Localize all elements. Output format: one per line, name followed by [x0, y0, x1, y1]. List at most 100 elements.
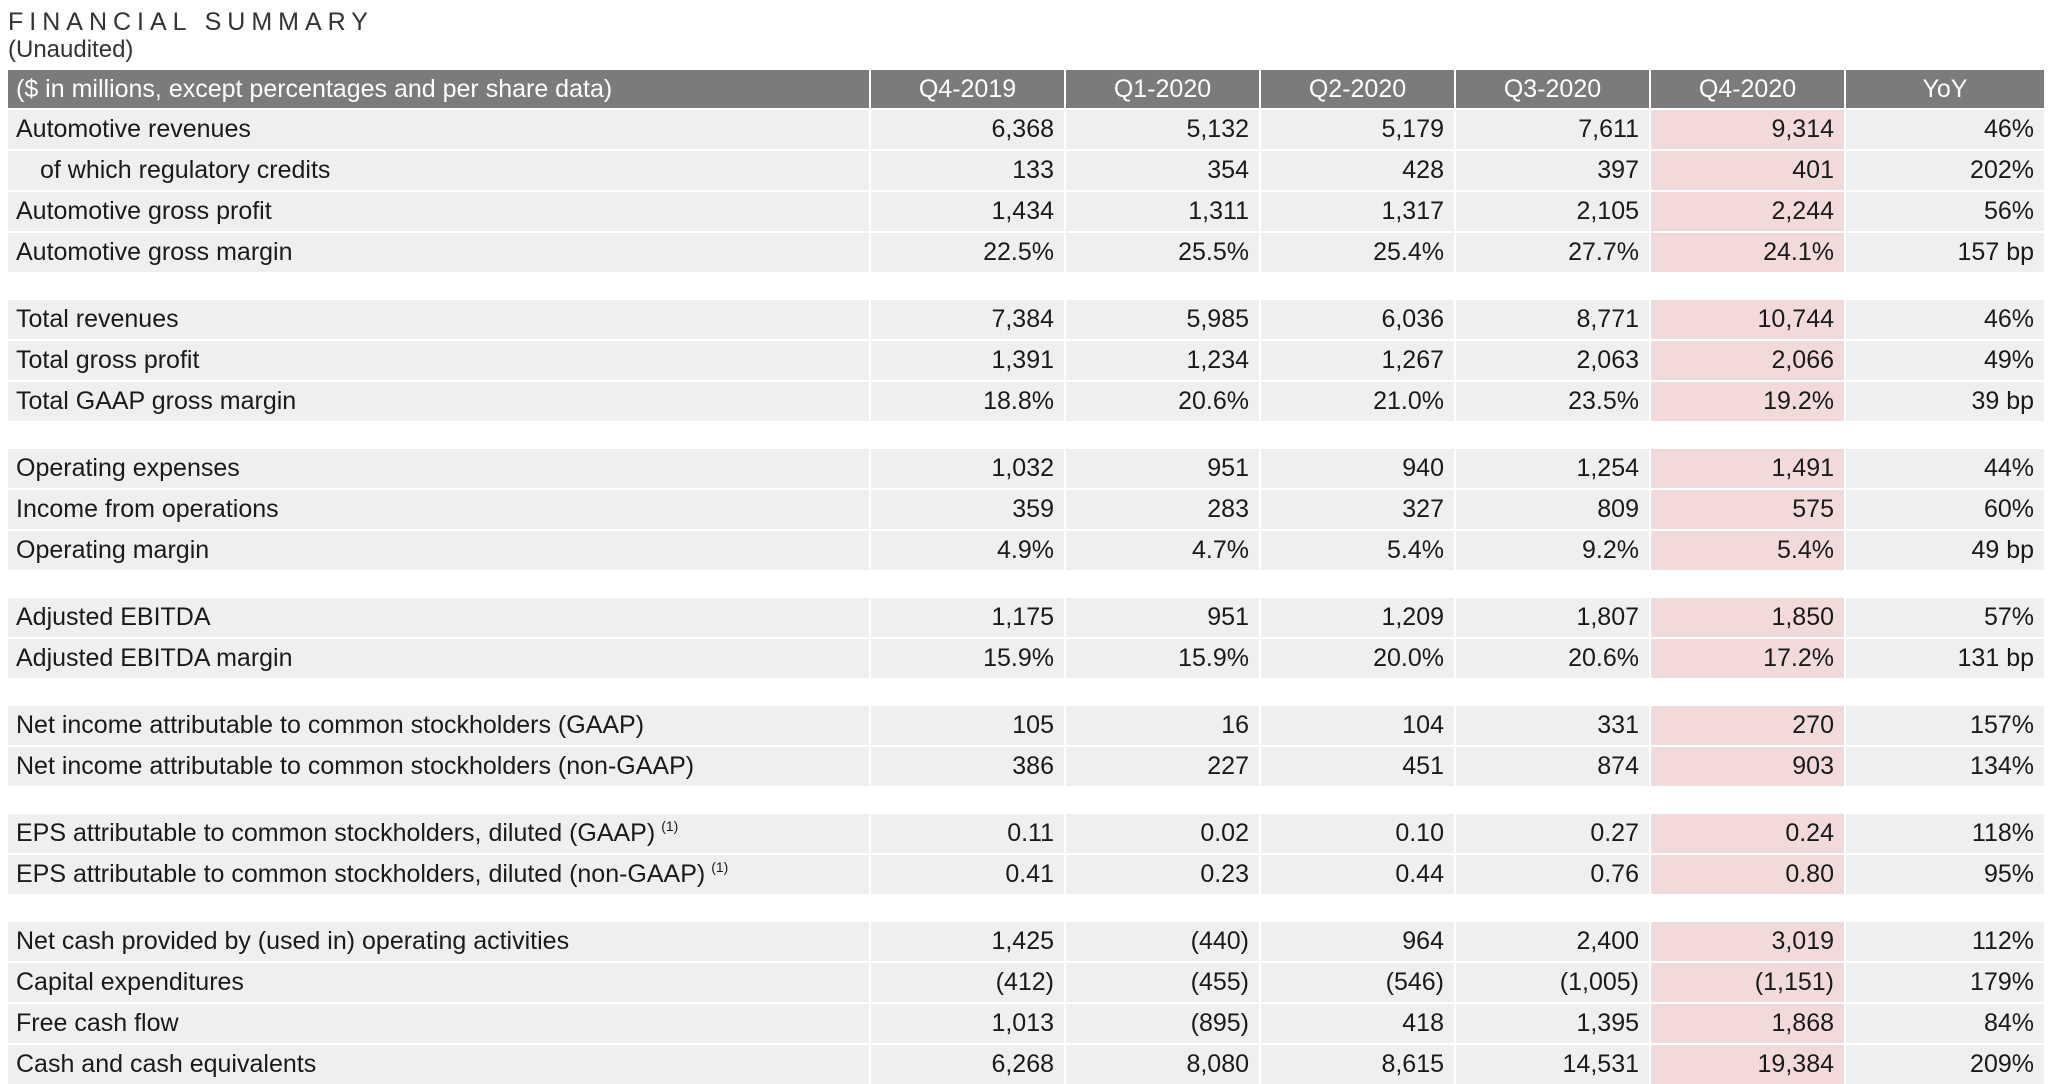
header-q1-2020: Q1-2020	[1066, 70, 1261, 108]
cell-q3-2020: 1,254	[1456, 449, 1651, 488]
cell-q3-2020: 7,611	[1456, 110, 1651, 149]
cell-q3-2020: 809	[1456, 490, 1651, 529]
cell-q4-2019: 359	[871, 490, 1066, 529]
cell-q1-2020: 0.23	[1066, 855, 1261, 894]
cell-q3-2020: 23.5%	[1456, 382, 1651, 421]
cell-yoy: 57%	[1983, 603, 2034, 631]
table-row: Cash and cash equivalents 6,268 8,080 8,…	[8, 1043, 2044, 1084]
cell-q2-2020: 104	[1261, 706, 1456, 745]
table-row: Operating expenses 1,032 951 940 1,254 1…	[8, 447, 2044, 488]
cell-q4-2019: 18.8%	[871, 382, 1066, 421]
table-row: Automotive gross profit 1,434 1,311 1,31…	[8, 190, 2044, 231]
cell-yoy: 112%	[1971, 927, 2034, 955]
cell-q1-2020: (895)	[1066, 1004, 1261, 1043]
cell-q2-2020: 0.10	[1261, 814, 1456, 853]
cell-q1-2020: 0.02	[1066, 814, 1261, 853]
header-q4-2020: Q4-2020	[1651, 70, 1846, 108]
table-row: Adjusted EBITDA margin 15.9% 15.9% 20.0%…	[8, 637, 2044, 678]
cell-q4-2019: 386	[871, 747, 1066, 786]
cell-q2-2020: 327	[1261, 490, 1456, 529]
cell-q4-2020: 903	[1651, 747, 1846, 786]
cell-q3-2020: (1,005)	[1456, 963, 1651, 1002]
cell-q1-2020: 20.6%	[1066, 382, 1261, 421]
group-automotive: Automotive revenues 6,368 5,132 5,179 7,…	[8, 108, 2044, 272]
cell-q2-2020: 8,615	[1261, 1045, 1456, 1084]
cell-q4-2019: 6,268	[871, 1045, 1066, 1084]
cell-q1-2020: 1,234	[1066, 341, 1261, 380]
table-row: Net income attributable to common stockh…	[8, 704, 2044, 745]
footnote-marker: (1)	[661, 817, 679, 834]
cell-q3-2020: 331	[1456, 706, 1651, 745]
cell-q4-2020: 19.2%	[1651, 382, 1846, 421]
row-label-cell: EPS attributable to common stockholders,…	[8, 855, 871, 894]
cell-yoy: 209%	[1970, 1050, 2034, 1078]
cell-yoy: 134%	[1970, 752, 2034, 780]
header-description: ($ in millions, except percentages and p…	[8, 70, 871, 108]
cell-q1-2020: 951	[1066, 449, 1261, 488]
table-row: of which regulatory credits 133 354 428 …	[8, 149, 2044, 190]
table-row: Operating margin 4.9% 4.7% 5.4% 9.2% 5.4…	[8, 529, 2044, 570]
group-operations: Operating expenses 1,032 951 940 1,254 1…	[8, 447, 2044, 570]
row-label: Capital expenditures	[8, 963, 871, 1002]
cell-q4-2020: 24.1%	[1651, 233, 1846, 272]
cell-q1-2020: 25.5%	[1066, 233, 1261, 272]
cell-q3-2020: 397	[1456, 151, 1651, 190]
table-row: Automotive gross margin 22.5% 25.5% 25.4…	[8, 231, 2044, 272]
cell-q3-2020: 2,105	[1456, 192, 1651, 231]
cell-q4-2019: 1,391	[871, 341, 1066, 380]
cell-q2-2020: 5.4%	[1261, 531, 1456, 570]
row-label: EPS attributable to common stockholders,…	[16, 819, 656, 847]
table-row: Total GAAP gross margin 18.8% 20.6% 21.0…	[8, 380, 2044, 421]
header-yoy: YoY	[1922, 74, 1968, 103]
cell-yoy: 84%	[1983, 1009, 2034, 1037]
cell-q4-2019: 133	[871, 151, 1066, 190]
cell-q2-2020: 20.0%	[1261, 639, 1456, 678]
cell-q4-2019: 15.9%	[871, 639, 1066, 678]
group-total: Total revenues 7,384 5,985 6,036 8,771 1…	[8, 298, 2044, 421]
cell-q4-2019: 1,175	[871, 598, 1066, 637]
cell-q2-2020: 418	[1261, 1004, 1456, 1043]
group-ebitda: Adjusted EBITDA 1,175 951 1,209 1,807 1,…	[8, 596, 2044, 678]
table-row: Capital expenditures (412) (455) (546) (…	[8, 961, 2044, 1002]
cell-q3-2020: 2,400	[1456, 922, 1651, 961]
table-row: Net cash provided by (used in) operating…	[8, 920, 2044, 961]
row-label: Operating margin	[8, 531, 871, 570]
cell-q4-2019: 105	[871, 706, 1066, 745]
table-row: Total gross profit 1,391 1,234 1,267 2,0…	[8, 339, 2044, 380]
cell-yoy: 39 bp	[1971, 387, 2034, 415]
cell-yoy: 49%	[1983, 346, 2034, 374]
table-row: EPS attributable to common stockholders,…	[8, 853, 2044, 894]
cell-q3-2020: 9.2%	[1456, 531, 1651, 570]
cell-q4-2019: 1,032	[871, 449, 1066, 488]
table-row: Total revenues 7,384 5,985 6,036 8,771 1…	[8, 298, 2044, 339]
cell-q2-2020: (546)	[1261, 963, 1456, 1002]
cell-q4-2019: 22.5%	[871, 233, 1066, 272]
cell-q4-2019: 4.9%	[871, 531, 1066, 570]
group-eps: EPS attributable to common stockholders,…	[8, 812, 2044, 894]
row-label: Net income attributable to common stockh…	[8, 747, 871, 786]
cell-q4-2020: 1,868	[1651, 1004, 1846, 1043]
header-q3-2020: Q3-2020	[1456, 70, 1651, 108]
row-label: Adjusted EBITDA margin	[8, 639, 871, 678]
cell-q2-2020: 25.4%	[1261, 233, 1456, 272]
cell-q4-2020: 0.80	[1651, 855, 1846, 894]
cell-q4-2019: 0.11	[871, 814, 1066, 853]
row-label: Adjusted EBITDA	[8, 598, 871, 637]
cell-q2-2020: 964	[1261, 922, 1456, 961]
cell-q4-2020: (1,151)	[1651, 963, 1846, 1002]
row-label: Operating expenses	[8, 449, 871, 488]
row-label: Automotive revenues	[8, 110, 871, 149]
cell-q3-2020: 874	[1456, 747, 1651, 786]
cell-yoy: 60%	[1983, 495, 2034, 523]
cell-yoy: 131 bp	[1957, 644, 2034, 672]
header-q4-2019: Q4-2019	[871, 70, 1066, 108]
cell-q4-2020: 2,244	[1651, 192, 1846, 231]
cell-q3-2020: 2,063	[1456, 341, 1651, 380]
cell-q2-2020: 428	[1261, 151, 1456, 190]
row-label: Total gross profit	[8, 341, 871, 380]
cell-q4-2020: 1,850	[1651, 598, 1846, 637]
cell-q2-2020: 1,317	[1261, 192, 1456, 231]
cell-q4-2019: 1,425	[871, 922, 1066, 961]
cell-q3-2020: 0.76	[1456, 855, 1651, 894]
row-label: Net cash provided by (used in) operating…	[8, 922, 871, 961]
